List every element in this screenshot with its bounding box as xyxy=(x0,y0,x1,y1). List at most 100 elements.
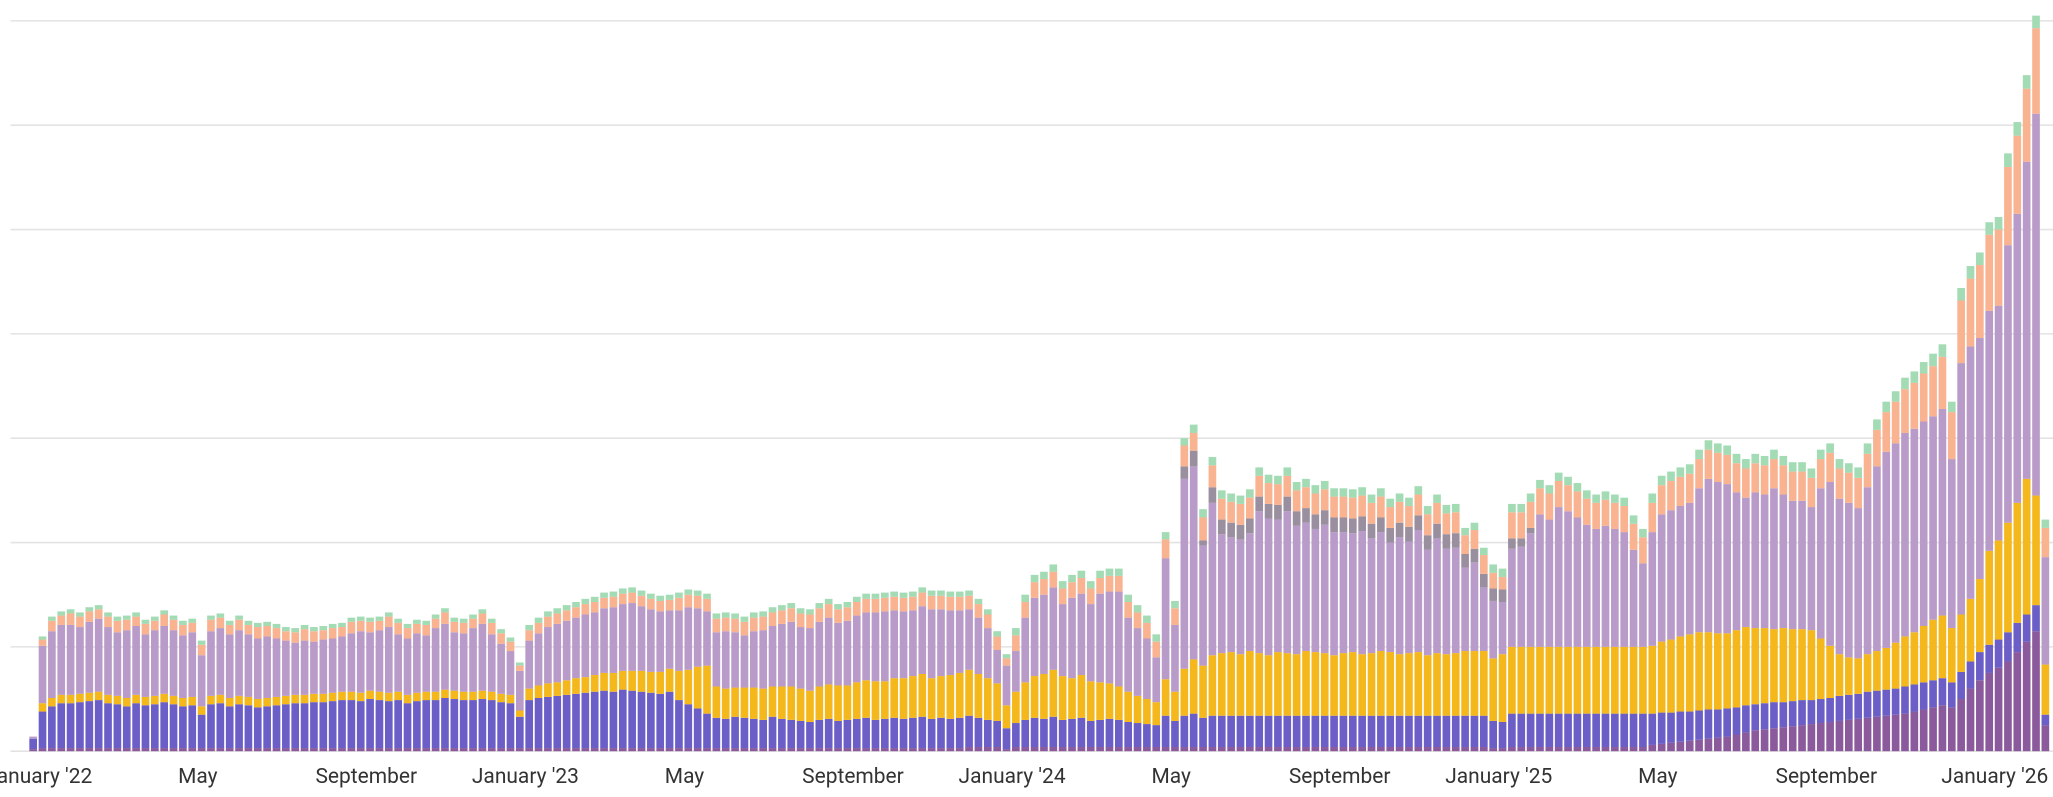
bar-segment xyxy=(1554,713,1563,748)
bar-segment xyxy=(1068,582,1076,598)
bar-segment xyxy=(1264,518,1273,656)
bar-segment xyxy=(1180,478,1189,669)
bar-segment xyxy=(487,691,496,701)
bar-segment xyxy=(918,592,927,607)
bar-segment xyxy=(1545,519,1554,647)
bar-segment xyxy=(253,627,262,639)
bar-segment xyxy=(1742,497,1750,628)
bar-segment xyxy=(965,715,973,748)
bar-segment xyxy=(1096,593,1104,683)
bar-segment xyxy=(413,748,421,752)
bar-segment xyxy=(647,748,655,752)
bar-segment xyxy=(1451,547,1460,654)
bar-segment xyxy=(1414,530,1423,653)
bar-segment xyxy=(1891,401,1900,444)
bar-segment xyxy=(1133,628,1142,696)
bar-segment xyxy=(1704,440,1713,450)
bar-segment xyxy=(1845,472,1853,503)
bar-segment xyxy=(384,692,393,702)
bar-segment xyxy=(1339,653,1348,716)
bar-segment xyxy=(731,618,739,633)
bar-segment xyxy=(2032,605,2040,632)
bar-segment xyxy=(1451,747,1460,752)
bar-segment xyxy=(834,685,842,721)
bar-segment xyxy=(1957,614,1965,672)
bar-segment xyxy=(459,748,468,752)
bar-segment xyxy=(1901,432,1909,637)
bar-segment xyxy=(2022,161,2031,479)
bar-segment xyxy=(1508,713,1516,748)
bar-segment xyxy=(721,688,730,719)
bar-segment xyxy=(1002,705,1011,729)
bar-segment xyxy=(2041,557,2050,665)
bar-segment xyxy=(1470,715,1479,748)
bar-segment xyxy=(1246,497,1254,519)
bar-segment xyxy=(160,693,169,703)
bar-segment xyxy=(1639,537,1647,564)
bar-segment xyxy=(1414,486,1423,495)
bar-segment xyxy=(375,630,384,692)
bar-segment xyxy=(806,690,814,722)
bar-segment xyxy=(1901,686,1909,714)
bar-segment xyxy=(553,608,562,614)
bar-segment xyxy=(600,690,608,749)
bar-segment xyxy=(506,703,515,749)
bar-segment xyxy=(1143,747,1151,752)
bar-segment xyxy=(1919,421,1928,626)
bar-segment xyxy=(553,695,562,749)
bar-segment xyxy=(1180,438,1189,446)
bar-segment xyxy=(1040,594,1048,674)
bar-segment xyxy=(2022,75,2031,89)
bar-segment xyxy=(1423,549,1432,656)
bar-segment xyxy=(104,612,112,617)
bar-segment xyxy=(1629,713,1638,748)
bar-segment xyxy=(122,697,131,707)
bar-segment xyxy=(1620,506,1629,533)
bar-segment xyxy=(1189,659,1198,714)
bar-segment xyxy=(927,718,936,749)
bar-segment xyxy=(487,748,496,752)
bar-segment xyxy=(441,612,449,624)
bar-segment xyxy=(1573,713,1582,748)
bar-segment xyxy=(899,611,908,679)
bar-segment xyxy=(1217,490,1226,499)
bar-segment xyxy=(1742,705,1750,733)
bar-segment xyxy=(282,748,290,752)
bar-segment xyxy=(721,617,730,632)
bar-segment xyxy=(1124,721,1133,748)
bar-segment xyxy=(57,703,66,749)
bar-segment xyxy=(1133,605,1142,613)
bar-segment xyxy=(899,592,908,598)
bar-segment xyxy=(300,703,309,749)
bar-segment xyxy=(1320,715,1329,748)
bar-segment xyxy=(993,747,1001,752)
bar-segment xyxy=(1189,713,1198,748)
bar-segment xyxy=(562,610,571,621)
bar-segment xyxy=(993,631,1001,637)
bar-segment xyxy=(862,748,870,752)
bar-segment xyxy=(469,700,477,749)
bar-segment xyxy=(1545,646,1554,714)
bar-segment xyxy=(1049,587,1058,670)
bar-segment xyxy=(1227,522,1235,538)
bar-segment xyxy=(1648,493,1657,503)
bar-segment xyxy=(1208,715,1217,748)
bar-segment xyxy=(1386,498,1395,508)
bar-segment xyxy=(1798,462,1806,472)
bar-segment xyxy=(1386,507,1395,528)
bar-segment xyxy=(1470,530,1479,549)
bar-segment xyxy=(356,692,365,702)
bar-segment xyxy=(1526,527,1535,534)
bar-segment xyxy=(590,675,599,692)
x-tick-label: January '25 xyxy=(1445,765,1552,789)
bar-segment xyxy=(1976,652,1984,681)
bar-segment xyxy=(403,748,412,752)
bar-segment xyxy=(1433,747,1441,752)
bar-segment xyxy=(1274,652,1282,716)
bar-segment xyxy=(1021,719,1030,748)
bar-segment xyxy=(1611,747,1619,752)
bar-segment xyxy=(1227,747,1235,752)
bar-segment xyxy=(1246,518,1254,534)
bar-segment xyxy=(656,671,665,694)
bar-segment xyxy=(76,748,84,752)
